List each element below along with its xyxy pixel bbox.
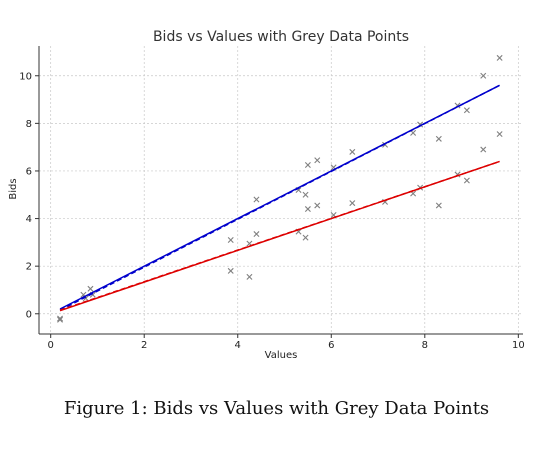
- data-point-stroke: [227, 267, 234, 274]
- plot-series: [57, 54, 503, 323]
- data-point: [304, 206, 311, 213]
- data-point: [480, 146, 487, 153]
- data-point-stroke: [227, 236, 234, 243]
- data-point-stroke: [253, 231, 260, 238]
- x-tick-label: 0: [48, 340, 54, 351]
- data-point: [87, 285, 94, 292]
- data-point-stroke: [410, 129, 417, 136]
- data-point-stroke: [330, 164, 337, 171]
- data-point: [463, 107, 470, 114]
- data-point-stroke: [80, 291, 87, 298]
- data-point-stroke: [246, 273, 253, 280]
- data-point-stroke: [330, 212, 337, 218]
- data-point: [435, 202, 442, 209]
- data-point: [253, 231, 260, 238]
- data-point-stroke: [463, 107, 470, 114]
- data-point-stroke: [304, 206, 311, 213]
- data-point: [253, 196, 260, 203]
- data-point-stroke: [302, 234, 309, 241]
- data-point-stroke: [57, 316, 64, 323]
- data-point-stroke: [302, 191, 309, 198]
- data-point: [349, 200, 356, 207]
- data-point-stroke: [480, 72, 487, 79]
- data-point-stroke: [480, 146, 487, 153]
- y-tick-label: 6: [26, 166, 32, 177]
- data-point: [496, 54, 503, 61]
- x-axis-label: Values: [265, 350, 298, 361]
- x-tick-label: 4: [235, 340, 241, 351]
- data-point: [480, 72, 487, 79]
- data-point: [314, 202, 321, 209]
- data-point: [227, 236, 234, 243]
- data-point: [349, 148, 356, 155]
- y-tick-label: 8: [26, 119, 32, 130]
- data-point-stroke: [435, 135, 442, 142]
- data-point: [304, 162, 311, 168]
- figure-caption: Figure 1: Bids vs Values with Grey Data …: [63, 398, 490, 419]
- tick-marks: 0 2 4 6 8 10 0 2 4 6 8 10: [19, 71, 524, 351]
- data-point: [314, 157, 321, 164]
- data-point: [227, 267, 234, 274]
- data-point-stroke: [435, 202, 442, 209]
- y-tick-label: 10: [19, 71, 32, 82]
- chart-title: Bids vs Values with Grey Data Points: [153, 29, 409, 45]
- y-tick-label: 2: [26, 262, 32, 273]
- x-tick-label: 6: [328, 340, 334, 351]
- data-point-stroke: [496, 131, 503, 138]
- data-point: [57, 316, 64, 323]
- data-point: [435, 135, 442, 142]
- data-point-stroke: [295, 187, 302, 193]
- data-point-stroke: [410, 190, 417, 197]
- data-point-stroke: [314, 157, 321, 164]
- dashed-fit-line: [59, 84, 500, 311]
- y-tick-label: 0: [26, 309, 32, 320]
- data-point-stroke: [89, 291, 96, 298]
- data-point: [302, 234, 309, 241]
- data-point-stroke: [57, 315, 64, 322]
- data-point-stroke: [496, 54, 503, 61]
- dashed-fit-line: [59, 160, 500, 311]
- x-tick-label: 10: [512, 340, 525, 351]
- data-point-stroke: [87, 285, 94, 292]
- data-point: [496, 131, 503, 138]
- y-axis-label: Bids: [8, 178, 19, 199]
- data-point-stroke: [463, 177, 470, 184]
- grid-lines: [39, 46, 523, 334]
- data-point-stroke: [349, 200, 356, 207]
- data-point-stroke: [314, 202, 321, 209]
- data-point-stroke: [246, 240, 253, 247]
- data-point-stroke: [304, 162, 311, 168]
- data-point-stroke: [253, 196, 260, 203]
- data-point-stroke: [295, 228, 302, 235]
- data-point: [246, 273, 253, 280]
- data-point: [57, 315, 64, 322]
- y-tick-label: 4: [26, 214, 32, 225]
- axes: [38, 46, 523, 335]
- data-point-stroke: [349, 148, 356, 155]
- data-point-stroke: [82, 295, 89, 302]
- data-point: [463, 177, 470, 184]
- data-point: [302, 191, 309, 198]
- x-tick-label: 2: [141, 340, 147, 351]
- x-tick-label: 8: [422, 340, 428, 351]
